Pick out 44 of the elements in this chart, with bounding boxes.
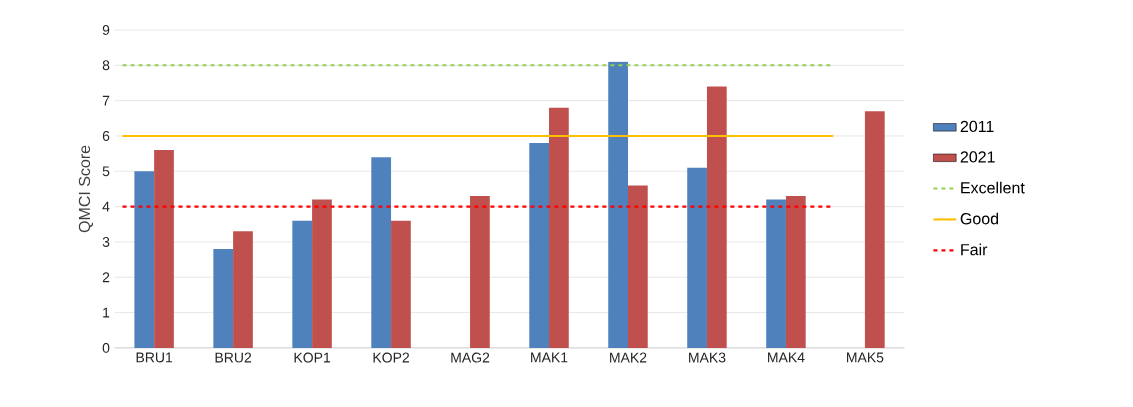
legend-label: 2011	[960, 120, 994, 133]
x-tick-label: MAG2	[451, 352, 490, 363]
bar	[371, 157, 392, 349]
x-tick-label: MAK2	[610, 352, 647, 363]
legend-label: Good	[960, 212, 999, 225]
x-tick-label: MAK5	[847, 352, 884, 363]
bar	[785, 196, 806, 349]
y-tick-label: 4	[102, 202, 110, 212]
bar	[154, 150, 174, 349]
bar	[706, 86, 727, 349]
bar	[529, 143, 550, 349]
x-tick-label: BRU2	[215, 352, 252, 363]
y-tick-label: 1	[103, 307, 110, 318]
legend-label: Excellent	[961, 181, 1025, 194]
bar	[549, 107, 569, 349]
y-tick-label: 9	[102, 25, 110, 36]
x-tick-label: KOP2	[373, 352, 410, 363]
bar	[292, 220, 313, 349]
y-axis-title: QMCI Score	[78, 145, 93, 233]
x-tick-label: KOP1	[294, 352, 331, 363]
y-tick-label: 5	[102, 166, 110, 177]
bar	[312, 199, 332, 349]
bar	[608, 61, 628, 349]
y-tick-label: 2	[102, 272, 110, 283]
y-tick-label: 0	[102, 343, 110, 354]
bar	[233, 231, 253, 349]
legend-label: Fair	[961, 243, 988, 256]
bar	[391, 220, 411, 349]
x-tick-label: MAK1	[531, 352, 568, 363]
bar	[627, 185, 648, 349]
bar	[687, 167, 707, 349]
y-tick-label: 7	[102, 96, 110, 106]
x-tick-label: MAK3	[689, 352, 726, 363]
x-tick-label: MAK4	[768, 352, 805, 363]
bar	[470, 196, 490, 349]
y-tick-label: 3	[102, 237, 110, 248]
x-tick-label: BRU1	[136, 352, 173, 363]
legend-label: 2021	[960, 151, 995, 163]
y-tick-label: 8	[102, 60, 110, 71]
bar	[766, 199, 786, 349]
bar	[864, 111, 885, 349]
bar	[134, 171, 155, 349]
bar	[213, 249, 234, 349]
y-tick-label: 6	[102, 131, 110, 142]
